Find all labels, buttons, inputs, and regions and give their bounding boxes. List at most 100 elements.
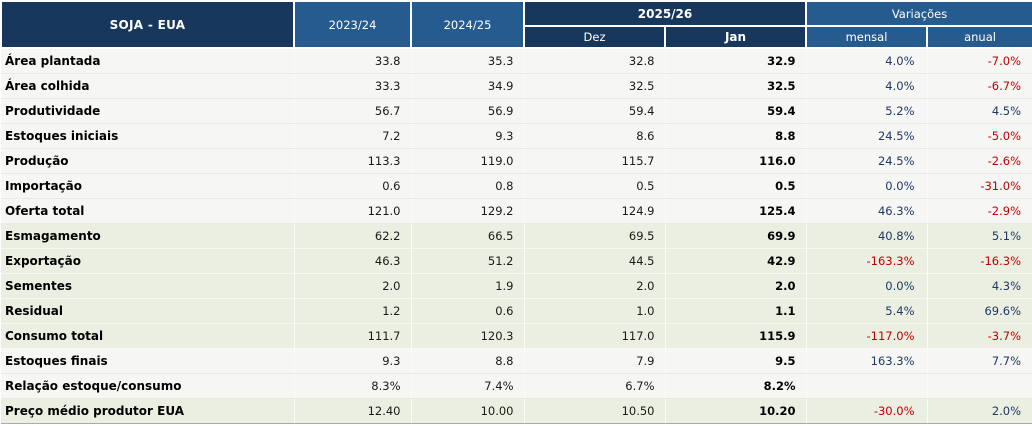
table-row: Área plantada 33.8 35.3 32.8 32.9 4.0% -7.0% <box>1 48 1032 74</box>
row-label: Exportação <box>1 248 295 274</box>
var-mensal: 4.0% <box>806 73 928 99</box>
value-jan: 42.9 <box>665 248 807 274</box>
value-dez: 2.0 <box>524 273 666 299</box>
var-mensal: -117.0% <box>806 323 928 349</box>
table-row: Produtividade 56.7 56.9 59.4 59.4 5.2% 4.5% <box>1 98 1032 124</box>
row-label: Área colhida <box>1 73 295 99</box>
var-mensal: 163.3% <box>806 348 928 374</box>
header-row-groups: SOJA - EUA 2023/24 2024/25 2025/26 Varia… <box>0 0 1032 49</box>
value-2024-25: 7.4% <box>411 373 525 399</box>
value-jan: 116.0 <box>665 148 807 174</box>
row-label: Estoques finais <box>1 348 295 374</box>
table-row: Estoques finais 9.3 8.8 7.9 9.5 163.3% 7.7% <box>1 348 1032 374</box>
row-label: Produtividade <box>1 98 295 124</box>
table-title: SOJA - EUA <box>0 0 295 49</box>
table-row: Esmagamento 62.2 66.5 69.5 69.9 40.8% 5.1% <box>1 223 1032 249</box>
value-jan: 125.4 <box>665 198 807 224</box>
var-anual: 4.5% <box>927 98 1032 124</box>
row-label: Esmagamento <box>1 223 295 249</box>
table-header: SOJA - EUA 2023/24 2024/25 2025/26 Varia… <box>0 0 1032 49</box>
value-2023-24: 46.3 <box>294 248 412 274</box>
col-header-dez: Dez <box>523 25 666 49</box>
value-2023-24: 2.0 <box>294 273 412 299</box>
var-mensal: 5.2% <box>806 98 928 124</box>
table-row: Preço médio produtor EUA 12.40 10.00 10.50 1… <box>1 398 1032 424</box>
table-row: Área colhida 33.3 34.9 32.5 32.5 4.0% -6.7% <box>1 73 1032 99</box>
header-row-sub: Dez Jan mensal anual <box>1 25 1032 49</box>
value-2024-25: 120.3 <box>411 323 525 349</box>
value-2024-25: 35.3 <box>411 48 525 74</box>
var-mensal: 46.3% <box>806 198 928 224</box>
var-anual <box>927 373 1032 399</box>
table-body: Área plantada 33.8 35.3 32.8 32.9 4.0% -7.0% Ár… <box>1 48 1032 424</box>
var-anual: -2.6% <box>927 148 1032 174</box>
row-label: Oferta total <box>1 198 295 224</box>
value-jan: 59.4 <box>665 98 807 124</box>
var-anual: -31.0% <box>927 173 1032 199</box>
value-2024-25: 10.00 <box>411 398 525 424</box>
value-2023-24: 7.2 <box>294 123 412 149</box>
value-jan: 0.5 <box>665 173 807 199</box>
value-2023-24: 62.2 <box>294 223 412 249</box>
value-2023-24: 8.3% <box>294 373 412 399</box>
var-mensal: 24.5% <box>806 148 928 174</box>
value-2024-25: 9.3 <box>411 123 525 149</box>
value-2024-25: 129.2 <box>411 198 525 224</box>
var-mensal: 40.8% <box>806 223 928 249</box>
value-2023-24: 121.0 <box>294 198 412 224</box>
table-row: Sementes 2.0 1.9 2.0 2.0 0.0% 4.3% <box>1 273 1032 299</box>
var-mensal: 0.0% <box>806 273 928 299</box>
col-header-jan: Jan <box>663 25 808 49</box>
row-label: Área plantada <box>1 48 295 74</box>
value-2024-25: 56.9 <box>411 98 525 124</box>
value-2024-25: 34.9 <box>411 73 525 99</box>
value-dez: 6.7% <box>524 373 666 399</box>
var-anual: -3.7% <box>927 323 1032 349</box>
value-dez: 44.5 <box>524 248 666 274</box>
var-anual: 4.3% <box>927 273 1032 299</box>
var-mensal: 0.0% <box>806 173 928 199</box>
var-anual: 2.0% <box>927 398 1032 424</box>
value-2023-24: 9.3 <box>294 348 412 374</box>
var-anual: 5.1% <box>927 223 1032 249</box>
value-2024-25: 0.8 <box>411 173 525 199</box>
value-dez: 124.9 <box>524 198 666 224</box>
value-dez: 32.5 <box>524 73 666 99</box>
table-row: Oferta total 121.0 129.2 124.9 125.4 46.3% -2.… <box>1 198 1032 224</box>
table-row: Estoques iniciais 7.2 9.3 8.6 8.8 24.5% -5.0% <box>1 123 1032 149</box>
value-2024-25: 8.8 <box>411 348 525 374</box>
col-header-2024-25: 2024/25 <box>410 0 525 49</box>
value-dez: 7.9 <box>524 348 666 374</box>
var-mensal: -163.3% <box>806 248 928 274</box>
var-anual: -7.0% <box>927 48 1032 74</box>
value-2023-24: 111.7 <box>294 323 412 349</box>
row-label: Consumo total <box>1 323 295 349</box>
var-mensal: 24.5% <box>806 123 928 149</box>
col-header-2023-24: 2023/24 <box>293 0 412 49</box>
value-dez: 10.50 <box>524 398 666 424</box>
value-jan: 2.0 <box>665 273 807 299</box>
value-dez: 32.8 <box>524 48 666 74</box>
table-row: Produção 113.3 119.0 115.7 116.0 24.5% -2.6% <box>1 148 1032 174</box>
row-label: Relação estoque/consumo <box>1 373 295 399</box>
value-jan: 32.5 <box>665 73 807 99</box>
value-jan: 69.9 <box>665 223 807 249</box>
value-2023-24: 0.6 <box>294 173 412 199</box>
table-row: Importação 0.6 0.8 0.5 0.5 0.0% -31.0% <box>1 173 1032 199</box>
var-anual: -6.7% <box>927 73 1032 99</box>
value-dez: 0.5 <box>524 173 666 199</box>
value-jan: 10.20 <box>665 398 807 424</box>
table-row: Relação estoque/consumo 8.3% 7.4% 6.7% 8.2% <box>1 373 1032 399</box>
value-jan: 115.9 <box>665 323 807 349</box>
table-row: Exportação 46.3 51.2 44.5 42.9 -163.3% -16.3% <box>1 248 1032 274</box>
value-2023-24: 33.3 <box>294 73 412 99</box>
row-label: Preço médio produtor EUA <box>1 398 295 424</box>
value-jan: 32.9 <box>665 48 807 74</box>
var-mensal: 5.4% <box>806 298 928 324</box>
value-2023-24: 56.7 <box>294 98 412 124</box>
value-dez: 117.0 <box>524 323 666 349</box>
value-jan: 1.1 <box>665 298 807 324</box>
var-anual: -5.0% <box>927 123 1032 149</box>
